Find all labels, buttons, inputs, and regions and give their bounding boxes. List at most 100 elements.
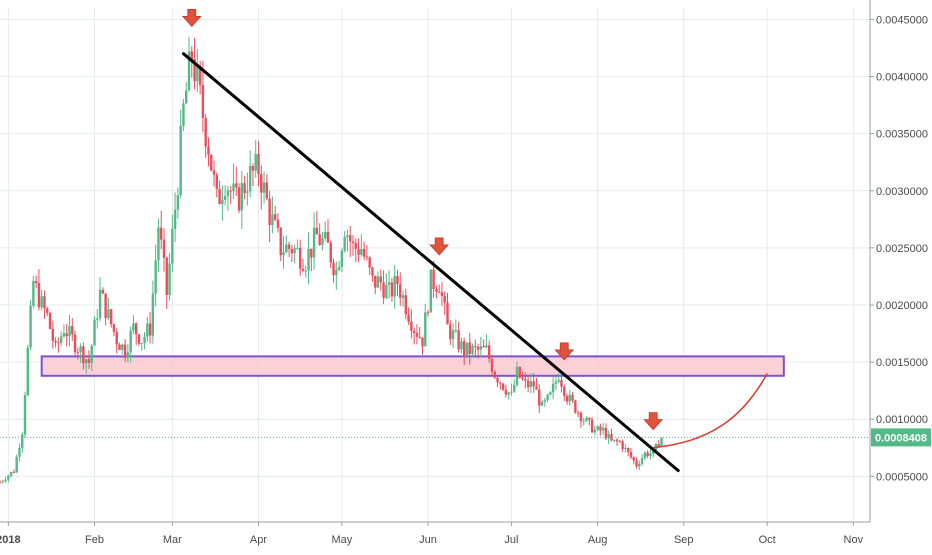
candle-body — [574, 400, 577, 413]
candle-body — [549, 392, 552, 395]
candle-body — [601, 427, 605, 431]
candle-body — [404, 295, 408, 315]
candle-body — [204, 118, 207, 147]
candle-body — [351, 241, 355, 243]
candle-body — [640, 458, 644, 464]
candle-body — [173, 209, 177, 230]
candle-body — [43, 296, 46, 309]
arrow-down-icon — [429, 237, 450, 256]
x-tick-label: Mar — [163, 534, 182, 546]
candle-body — [171, 229, 174, 264]
candle-body — [290, 248, 294, 254]
candle-body — [307, 248, 310, 271]
candle-body — [134, 323, 138, 335]
candle-body — [354, 242, 357, 249]
candle-body — [635, 460, 638, 467]
candle-body — [207, 146, 210, 155]
candle-body — [212, 170, 216, 175]
candle-body — [449, 324, 452, 340]
candle-body — [568, 394, 572, 402]
candle-body — [421, 337, 424, 347]
candle-body — [157, 227, 160, 261]
candle-body — [112, 324, 116, 332]
candle-body — [26, 347, 29, 396]
candle-body — [129, 330, 132, 353]
candle-body — [251, 166, 255, 171]
candle-body — [84, 359, 88, 364]
candle-body — [646, 452, 649, 457]
candle-body — [260, 173, 263, 193]
candle-body — [296, 247, 299, 249]
candle-body — [54, 340, 57, 343]
candle-body — [285, 244, 288, 253]
candle-body — [371, 267, 374, 276]
last-price-label: 0.0008408 — [875, 432, 927, 444]
candle-body — [71, 326, 74, 335]
x-tick-label: Jun — [419, 534, 437, 546]
candle-body — [235, 183, 238, 188]
candle-body — [118, 344, 121, 350]
candle-body — [446, 302, 449, 325]
candle-body — [15, 456, 18, 473]
candle-body — [257, 154, 260, 174]
y-tick-label: 0.0015000 — [876, 357, 928, 369]
candle-body — [532, 381, 535, 387]
candle-body — [440, 292, 444, 296]
y-tick-label: 0.0020000 — [876, 300, 928, 312]
candle-body — [37, 283, 41, 308]
last-price-tag — [871, 428, 931, 447]
candle-body — [454, 330, 458, 332]
candle-body — [226, 190, 230, 197]
candle-body — [343, 236, 346, 251]
candle-body — [588, 417, 591, 420]
x-tick-label: Nov — [844, 534, 864, 546]
candle-body — [613, 439, 616, 441]
candle-body — [563, 386, 566, 396]
candle-body — [176, 195, 180, 210]
candle-body — [160, 227, 163, 240]
candle-body — [462, 341, 466, 356]
overlays-layer — [0, 9, 870, 473]
candle-body — [335, 269, 338, 276]
candle-body — [387, 282, 391, 285]
candle-body — [465, 342, 469, 356]
candle-body — [79, 346, 82, 353]
candle-body — [621, 441, 624, 450]
x-tick-label: May — [331, 534, 352, 546]
candle-body — [501, 383, 505, 390]
candle-body — [321, 238, 324, 245]
candle-body — [471, 345, 474, 355]
x-tick-label: 2018 — [0, 534, 21, 546]
candle-body — [551, 383, 555, 393]
x-tick-label: Sep — [674, 534, 694, 546]
candle-body — [40, 296, 43, 308]
arrow-down-icon — [181, 9, 202, 28]
candle-body — [565, 395, 569, 402]
candle-body — [332, 262, 335, 276]
candle-body — [240, 183, 244, 211]
candle-body — [510, 391, 513, 393]
candle-body — [293, 248, 296, 254]
candle-body — [349, 235, 352, 242]
candle-body — [368, 257, 371, 268]
candle-body — [87, 359, 91, 363]
y-tick-label: 0.0010000 — [876, 414, 928, 426]
projection-curve — [653, 373, 768, 449]
candle-body — [410, 321, 413, 331]
candle-body — [521, 377, 524, 380]
candle-body — [585, 417, 588, 421]
candle-body — [554, 381, 558, 384]
candle-body — [82, 346, 85, 364]
candle-body — [148, 323, 152, 336]
candle-body — [401, 295, 405, 298]
candle-body — [538, 389, 541, 406]
candle-body — [0, 482, 2, 484]
candle-body — [632, 457, 635, 461]
candle-body — [535, 386, 538, 390]
candle-body — [193, 59, 196, 82]
x-tick-label: Jul — [504, 534, 518, 546]
candle-body — [540, 401, 544, 406]
candle-body — [482, 346, 485, 348]
